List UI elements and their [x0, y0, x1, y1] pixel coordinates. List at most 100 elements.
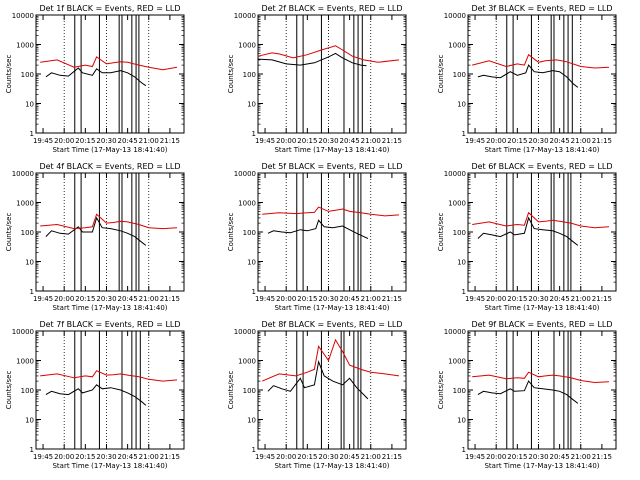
x-tick-label: 20:30	[528, 453, 548, 461]
chart-title: Det 1f BLACK = Events, RED = LLD	[39, 4, 180, 13]
x-tick-label: 20:00	[486, 295, 506, 303]
y-tick-label: 10000	[444, 170, 466, 178]
y-axis-label: Counts/sec	[5, 213, 13, 252]
x-tick-label: 21:00	[361, 295, 381, 303]
y-tick-label: 10	[457, 101, 466, 109]
x-axis-label: Start Time (17-May-13 18:41:40)	[52, 462, 167, 470]
series-lld-line	[262, 338, 400, 382]
plot-frame	[35, 14, 185, 134]
series-lld-line	[262, 206, 400, 217]
chart-title: Det 5f BLACK = Events, RED = LLD	[261, 162, 402, 171]
series-events-line	[477, 216, 579, 246]
x-tick-label: 19:45	[465, 295, 485, 303]
series-events-line	[267, 219, 369, 239]
y-tick-label: 1000	[448, 358, 466, 366]
y-tick-label: 10	[457, 417, 466, 425]
y-tick-label: 1000	[238, 42, 256, 50]
y-tick-label: 1000	[16, 200, 34, 208]
x-tick-label: 20:45	[118, 137, 138, 145]
x-tick-label: 20:15	[297, 295, 317, 303]
chart-title: Det 4f BLACK = Events, RED = LLD	[39, 162, 180, 171]
x-tick-label: 20:45	[340, 295, 360, 303]
y-tick-label: 100	[453, 387, 466, 395]
y-tick-label: 10000	[12, 170, 34, 178]
series-events-line	[477, 380, 579, 404]
x-tick-label: 21:00	[571, 137, 591, 145]
x-tick-label: 19:45	[33, 137, 53, 145]
x-tick-label: 21:00	[139, 137, 159, 145]
x-tick-label: 21:00	[361, 453, 381, 461]
y-tick-label: 1	[252, 446, 256, 454]
y-tick-label: 1	[30, 446, 34, 454]
y-tick-label: 1000	[448, 42, 466, 50]
series-events-line	[45, 216, 147, 246]
x-axis-label: Start Time (17-May-13 18:41:40)	[484, 304, 599, 312]
x-tick-label: 21:15	[382, 453, 402, 461]
y-tick-label: 100	[21, 387, 34, 395]
y-axis-label: Counts/sec	[227, 213, 235, 252]
x-tick-label: 21:00	[571, 453, 591, 461]
y-tick-label: 1	[30, 288, 34, 296]
y-tick-label: 10000	[234, 328, 256, 336]
series-events-line	[267, 359, 369, 400]
series-lld-line	[40, 370, 178, 382]
series-lld-line	[40, 56, 178, 71]
x-tick-label: 19:45	[33, 453, 53, 461]
x-tick-label: 19:45	[465, 453, 485, 461]
y-tick-label: 10	[247, 259, 256, 267]
y-tick-label: 1	[462, 446, 466, 454]
y-tick-label: 10	[25, 259, 34, 267]
chart-panel-3: Det 3f BLACK = Events, RED = LLD 1 10 100 10…	[437, 4, 617, 154]
x-tick-label: 20:30	[318, 137, 338, 145]
x-tick-label: 21:00	[139, 453, 159, 461]
x-axis-label: Start Time (17-May-13 18:41:40)	[52, 146, 167, 154]
chart-title: Det 3f BLACK = Events, RED = LLD	[471, 4, 612, 13]
y-tick-label: 10000	[12, 328, 34, 336]
y-tick-label: 1	[462, 288, 466, 296]
chart-panel-2: Det 2f BLACK = Events, RED = LLD 1 10 100 10…	[227, 4, 407, 154]
x-tick-label: 20:30	[96, 453, 116, 461]
y-tick-label: 10000	[12, 12, 34, 20]
x-tick-label: 20:45	[340, 137, 360, 145]
x-tick-label: 20:15	[75, 137, 95, 145]
y-axis-label: Counts/sec	[227, 371, 235, 410]
y-tick-label: 1000	[238, 200, 256, 208]
y-axis-label: Counts/sec	[437, 55, 445, 94]
series-events-line	[257, 52, 367, 67]
x-tick-label: 21:15	[382, 137, 402, 145]
x-tick-label: 20:00	[54, 453, 74, 461]
x-tick-label: 20:30	[318, 453, 338, 461]
y-tick-label: 100	[243, 71, 256, 79]
x-tick-label: 21:00	[139, 295, 159, 303]
x-tick-label: 20:30	[528, 137, 548, 145]
chart-title: Det 7f BLACK = Events, RED = LLD	[39, 320, 180, 329]
y-tick-label: 100	[21, 71, 34, 79]
x-tick-label: 20:00	[276, 295, 296, 303]
x-tick-label: 20:15	[297, 453, 317, 461]
chart-panel-6: Det 6f BLACK = Events, RED = LLD 1 10 100 10…	[437, 162, 617, 312]
y-tick-label: 10	[25, 417, 34, 425]
x-tick-label: 21:15	[592, 137, 612, 145]
x-tick-label: 20:45	[550, 295, 570, 303]
plot-frame	[35, 330, 185, 450]
y-tick-label: 10	[25, 101, 34, 109]
x-axis-label: Start Time (17-May-13 18:41:40)	[484, 146, 599, 154]
y-tick-label: 10	[247, 417, 256, 425]
x-tick-label: 21:00	[571, 295, 591, 303]
x-tick-label: 20:00	[486, 453, 506, 461]
x-axis-label: Start Time (17-May-13 18:41:40)	[484, 462, 599, 470]
y-tick-label: 100	[21, 229, 34, 237]
y-tick-label: 1000	[16, 358, 34, 366]
y-tick-label: 10	[457, 259, 466, 267]
y-tick-label: 1000	[16, 42, 34, 50]
chart-panel-8: Det 8f BLACK = Events, RED = LLD 1 10 100 10…	[227, 320, 407, 470]
y-tick-label: 1	[252, 288, 256, 296]
chart-title: Det 9f BLACK = Events, RED = LLD	[471, 320, 612, 329]
x-tick-label: 20:30	[318, 295, 338, 303]
x-tick-label: 20:00	[54, 295, 74, 303]
x-tick-label: 21:00	[361, 137, 381, 145]
series-lld-line	[257, 45, 400, 63]
plot-frame	[467, 172, 617, 292]
x-axis-label: Start Time (17-May-13 18:41:40)	[274, 304, 389, 312]
plot-frame	[467, 330, 617, 450]
